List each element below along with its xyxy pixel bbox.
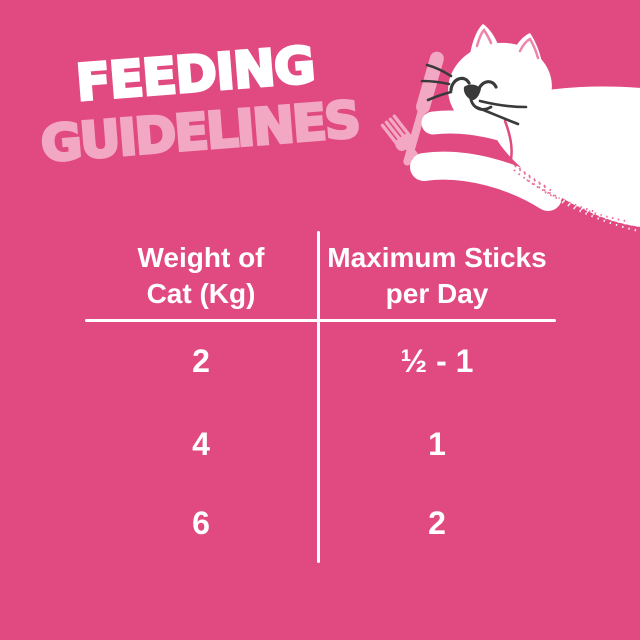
weight-value: 2 bbox=[192, 343, 210, 379]
weight-header-line2: Cat (Kg) bbox=[146, 278, 256, 309]
sticks-header-line1: Maximum Sticks bbox=[327, 242, 547, 273]
header-divider bbox=[85, 319, 556, 322]
sticks-header-line2: per Day bbox=[385, 278, 489, 309]
weight-header-line1: Weight of bbox=[137, 242, 265, 273]
weight-column-header: Weight of Cat (Kg) bbox=[85, 240, 317, 312]
sticks-value: ½ - 1 bbox=[400, 343, 474, 379]
cat-illustration bbox=[380, 24, 640, 232]
page-title: FEEDING GUIDELINES bbox=[1, 31, 394, 176]
table-row: 2 ½ - 1 bbox=[0, 341, 640, 381]
weight-value: 4 bbox=[192, 426, 210, 462]
sticks-value: 1 bbox=[428, 426, 446, 462]
sticks-column-header: Maximum Sticks per Day bbox=[318, 240, 556, 312]
column-divider bbox=[317, 231, 320, 563]
cat-icon bbox=[410, 24, 640, 232]
table-row: 6 2 bbox=[0, 503, 640, 543]
sticks-value: 2 bbox=[428, 505, 446, 541]
weight-value: 6 bbox=[192, 505, 210, 541]
table-row: 4 1 bbox=[0, 424, 640, 464]
